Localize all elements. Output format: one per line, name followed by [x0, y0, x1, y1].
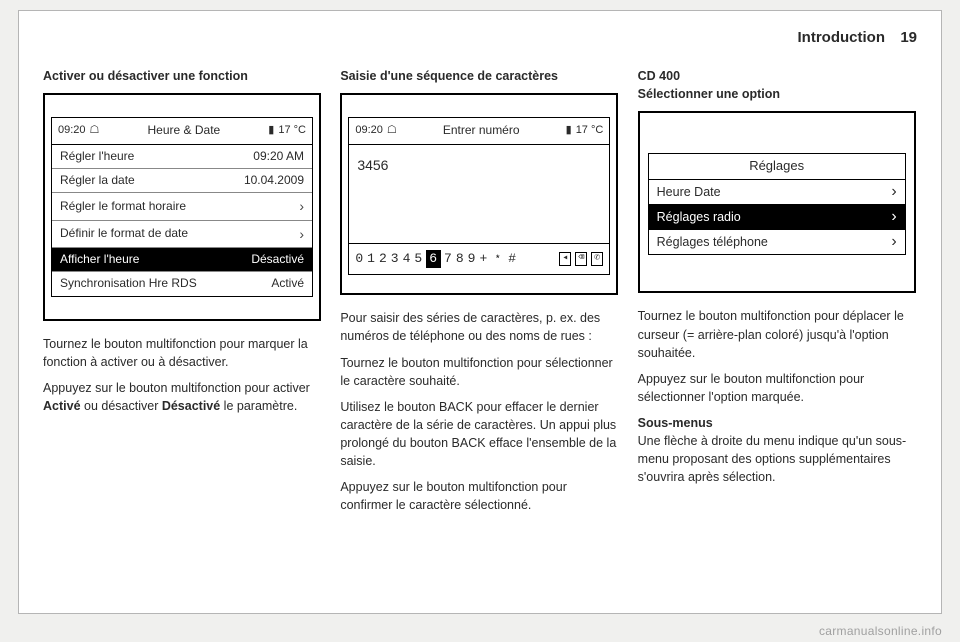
row-value: Activé: [271, 275, 304, 292]
row-label: Réglages téléphone: [657, 233, 768, 251]
digit: 9: [468, 250, 477, 269]
screen1-time: 09:20: [58, 123, 86, 139]
row-label: Synchronisation Hre RDS: [60, 275, 197, 292]
thermometer-icon: ▮: [566, 123, 572, 139]
screen-reglages: Réglages Heure Date›Réglages radio›Régla…: [638, 111, 916, 293]
screen2-statusbar: 09:20 ☖ Entrer numéro ▮ 17 °C: [348, 117, 610, 143]
screen2-entry: 3456: [348, 144, 610, 244]
watermark: carmanualsonline.info: [819, 624, 942, 638]
digit: +: [479, 250, 488, 269]
thermometer-icon: ▮: [268, 123, 274, 139]
row-label: Régler le format horaire: [60, 198, 186, 215]
chevron-right-icon: ›: [891, 235, 896, 249]
col1-p2: Appuyez sur le bouton multifonction pour…: [43, 379, 322, 415]
digit: 5: [414, 250, 423, 269]
row-label: Définir le format de date: [60, 225, 188, 242]
row-label: Régler l'heure: [60, 148, 134, 165]
digit: 4: [403, 250, 412, 269]
page-header: Introduction 19: [43, 29, 917, 57]
antenna-icon: ☖: [90, 123, 100, 139]
column-1: Activer ou désactiver une fonction 09:20…: [43, 67, 322, 523]
col1-heading: Activer ou désactiver une fonction: [43, 67, 322, 85]
screen1-row: Afficher l'heure Désactivé: [52, 248, 312, 272]
digit: 7: [444, 250, 453, 269]
screen1-row: Régler la date 10.04.2009: [52, 169, 312, 193]
col2-p4: Appuyez sur le bouton multifonction pour…: [340, 478, 619, 514]
screen3-title: Réglages: [648, 153, 906, 179]
column-3: CD 400 Sélectionner une option Réglages …: [638, 67, 917, 523]
screen2-temp: 17 °C: [576, 123, 604, 139]
screen-heure-date: 09:20 ☖ Heure & Date ▮ 17 °C Régler l'he…: [43, 93, 321, 321]
screen3-row: Réglages téléphone ›: [648, 230, 906, 255]
digit: 2: [379, 250, 388, 269]
screen1-statusbar: 09:20 ☖ Heure & Date ▮ 17 °C: [51, 117, 313, 144]
digit-selector: 0123456789+﹡#: [355, 250, 517, 269]
row-label: Réglages radio: [657, 208, 741, 226]
col1-p1: Tournez le bouton multifonction pour mar…: [43, 335, 322, 371]
digit: 8: [456, 250, 465, 269]
digit: 3: [391, 250, 400, 269]
digit: 0: [355, 250, 364, 269]
back-icon: ◂: [559, 252, 571, 266]
col3-p3: Une flèche à droite du menu indique qu'u…: [638, 432, 917, 486]
screen1-row: Régler l'heure 09:20 AM: [52, 145, 312, 169]
col3-heading2: Sélectionner une option: [638, 85, 917, 103]
col2-heading: Saisie d'une séquence de caractères: [340, 67, 619, 85]
row-value: ›: [299, 196, 304, 216]
page-number: 19: [900, 29, 917, 46]
digit: 1: [367, 250, 376, 269]
col2-p2: Tournez le bouton multifonction pour sél…: [340, 354, 619, 390]
chevron-right-icon: ›: [891, 185, 896, 199]
screen1-row: Définir le format de date ›: [52, 221, 312, 248]
screen2-digitrow: 0123456789+﹡# ◂ ⌫ ✆: [348, 244, 610, 276]
chevron-right-icon: ›: [891, 210, 896, 224]
screen1-row: Régler le format horaire ›: [52, 193, 312, 220]
row-value: ›: [299, 224, 304, 244]
digit: 6: [426, 250, 441, 269]
delete-icon: ⌫: [575, 252, 587, 266]
screen1-title: Heure & Date: [103, 122, 264, 139]
col2-p1: Pour saisir des séries de caractères, p.…: [340, 309, 619, 345]
screen1-temp: 17 °C: [278, 123, 306, 139]
col3-heading1: CD 400: [638, 67, 917, 85]
screen1-row: Synchronisation Hre RDS Activé: [52, 272, 312, 295]
col3-p2: Appuyez sur le bouton multifonction pour…: [638, 370, 917, 406]
column-2: Saisie d'une séquence de caractères 09:2…: [340, 67, 619, 523]
row-label: Régler la date: [60, 172, 135, 189]
screen3-row: Réglages radio ›: [648, 205, 906, 230]
phone-icon: ✆: [591, 252, 603, 266]
digit: #: [508, 250, 517, 269]
col2-p3: Utilisez le bouton BACK pour effacer le …: [340, 398, 619, 471]
manual-page: Introduction 19 Activer ou désactiver un…: [18, 10, 942, 614]
screen3-row: Heure Date ›: [648, 179, 906, 205]
screen2-time: 09:20: [355, 123, 383, 139]
row-label: Afficher l'heure: [60, 251, 139, 268]
row-value: 10.04.2009: [244, 172, 304, 189]
screen2-title: Entrer numéro: [401, 122, 562, 139]
content-columns: Activer ou désactiver une fonction 09:20…: [43, 67, 917, 523]
digit: ﹡: [491, 250, 505, 269]
screen-entrer-numero: 09:20 ☖ Entrer numéro ▮ 17 °C 3456 01234…: [340, 93, 618, 295]
col3-subheading: Sous-menus: [638, 414, 917, 432]
antenna-icon: ☖: [387, 123, 397, 139]
row-value: Désactivé: [251, 251, 304, 268]
chapter-title: Introduction: [798, 29, 885, 46]
screen2-symbols: ◂ ⌫ ✆: [519, 252, 603, 266]
row-value: 09:20 AM: [253, 148, 304, 165]
row-label: Heure Date: [657, 183, 721, 201]
col3-p1: Tournez le bouton multifonction pour dép…: [638, 307, 917, 361]
